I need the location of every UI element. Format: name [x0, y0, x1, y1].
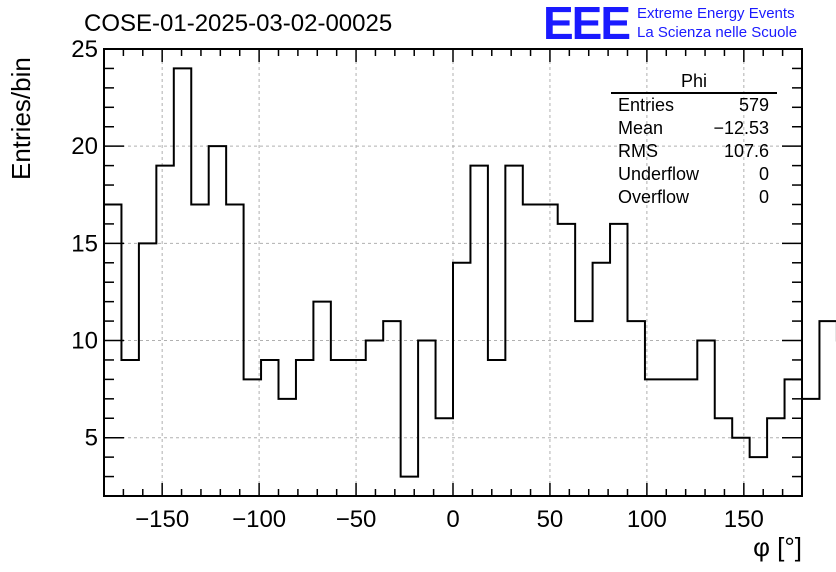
stat-label: RMS	[618, 141, 658, 161]
x-tick-label: −150	[135, 506, 189, 533]
histogram-bin	[767, 418, 784, 496]
histogram-bin	[750, 457, 767, 496]
histogram-bin	[121, 360, 138, 496]
histogram-bin	[348, 360, 365, 496]
histogram-bin	[680, 379, 697, 496]
histogram-bin	[453, 263, 470, 496]
histogram-bin	[715, 418, 732, 496]
x-tick-label: 50	[537, 506, 564, 533]
histogram-bin	[645, 379, 662, 496]
histogram-bin	[558, 224, 575, 496]
histogram-bin	[436, 418, 453, 496]
stat-value: 0	[758, 164, 769, 184]
y-tick-label: 15	[71, 230, 98, 257]
histogram-bin	[540, 204, 557, 496]
histogram-bin	[191, 204, 208, 496]
x-tick-label: 150	[724, 506, 764, 533]
histogram-bin	[331, 360, 348, 496]
chart-title: COSE-01-2025-03-02-00025	[84, 10, 393, 37]
histogram-bin	[662, 379, 679, 496]
histogram-bin	[488, 360, 505, 496]
histogram-bin	[732, 438, 749, 496]
branding-line-1: Extreme Energy Events	[637, 5, 795, 22]
histogram-bin	[593, 263, 610, 496]
histogram-bin	[226, 204, 243, 496]
histogram-bin	[174, 68, 191, 496]
stat-row-rms: RMS 107.6	[611, 140, 777, 163]
histogram-bin	[418, 341, 435, 496]
y-tick-label: 5	[85, 425, 98, 452]
stat-value: 579	[738, 95, 769, 115]
histogram-bin	[313, 302, 330, 496]
histogram-bin	[383, 321, 400, 496]
histogram-bin	[802, 399, 819, 496]
stats-box: Phi Entries 579 Mean −12.53 RMS 107.6 Un…	[611, 70, 777, 209]
histogram-bin	[628, 321, 645, 496]
tick-labels: −150 −100 −50 0 50 100 150 5 10 15 20 25	[71, 36, 764, 533]
histogram-bin	[401, 477, 418, 496]
stat-row-mean: Mean −12.53	[611, 117, 777, 140]
stat-label: Underflow	[618, 164, 700, 184]
histogram-bin	[523, 204, 540, 496]
x-axis-label: φ [°]	[753, 532, 802, 562]
stat-label: Overflow	[618, 187, 690, 207]
histogram-outline	[104, 67, 836, 478]
histogram-bin	[296, 360, 313, 496]
stat-value: −12.53	[713, 118, 769, 138]
x-tick-label: 0	[446, 506, 459, 533]
histogram-bin	[104, 204, 121, 496]
histogram-bin	[244, 379, 261, 496]
x-tick-label: 100	[627, 506, 667, 533]
stats-title: Phi	[611, 70, 777, 94]
plot-frame	[103, 48, 803, 497]
histogram-bin	[610, 224, 627, 496]
histogram-bin	[156, 166, 173, 496]
histogram-bin	[505, 166, 522, 496]
histogram-bin	[366, 341, 383, 496]
stat-row-entries: Entries 579	[611, 94, 777, 117]
y-tick-label: 20	[71, 133, 98, 160]
histogram-bin	[261, 360, 278, 496]
histogram-bin	[139, 243, 156, 496]
histogram-bin	[279, 399, 296, 496]
x-tick-label: −50	[336, 506, 377, 533]
histogram-bin	[697, 341, 714, 496]
stat-label: Entries	[618, 95, 675, 115]
stat-row-underflow: Underflow 0	[611, 163, 777, 186]
stat-label: Mean	[618, 118, 664, 138]
y-tick-label: 10	[71, 328, 98, 355]
eee-logo: EEE	[543, 0, 631, 49]
histogram	[104, 67, 836, 496]
histogram-bin	[209, 146, 226, 496]
stat-value: 0	[758, 187, 769, 207]
stat-value: 107.6	[723, 141, 769, 161]
stat-row-overflow: Overflow 0	[611, 186, 777, 209]
branding-line-2: La Scienza nelle Scuole	[637, 24, 798, 41]
branding-text: Extreme Energy Events La Scienza nelle S…	[637, 4, 797, 42]
y-axis-label: Entries/bin	[6, 57, 36, 180]
x-tick-label: −100	[232, 506, 286, 533]
histogram-bin	[819, 321, 836, 496]
histogram-bin	[470, 166, 487, 496]
y-tick-label: 25	[71, 36, 98, 63]
histogram-bin	[575, 321, 592, 496]
